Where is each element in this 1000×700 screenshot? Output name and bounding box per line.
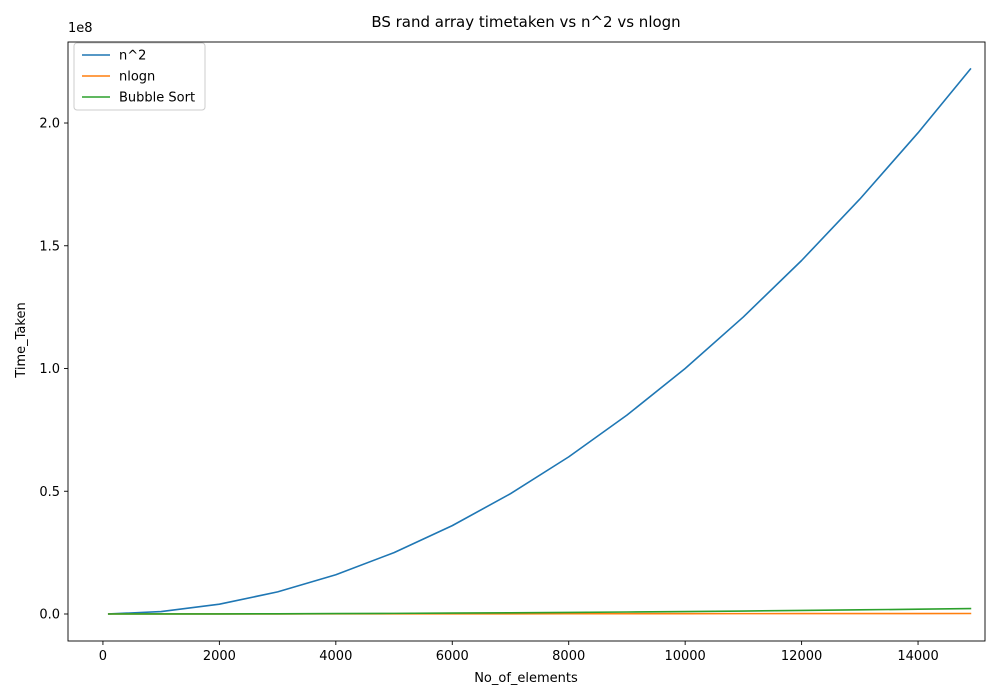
x-tick-label: 2000 — [203, 649, 236, 664]
x-tick-label: 0 — [99, 649, 107, 664]
x-tick-label: 14000 — [897, 649, 938, 664]
y-tick-label: 1.0 — [39, 362, 60, 377]
legend-box — [73, 42, 206, 111]
x-tick-label: 12000 — [781, 649, 822, 664]
y-tick-label: 2.0 — [39, 117, 60, 132]
x-tick-label: 10000 — [664, 649, 705, 664]
series-line-0 — [107, 67, 972, 615]
y-tick-label: 1.5 — [39, 239, 60, 254]
y-offset-label: 1e8 — [68, 21, 93, 36]
plot-area: 0 2000 4000 6000 8000 10000 12000 14000 0.0 0.5 1.… — [39, 41, 986, 664]
y-axis-label: Time_Taken — [14, 302, 29, 378]
legend-label-2: Bubble Sort — [119, 91, 195, 106]
x-tick-label: 4000 — [319, 649, 352, 664]
series-line-2 — [107, 607, 972, 615]
y-tick-label: 0.5 — [39, 485, 60, 500]
axes-frame — [67, 41, 986, 642]
legend-label-1: nlogn — [119, 70, 155, 85]
x-tick-label: 6000 — [436, 649, 469, 664]
x-axis-label: No_of_elements — [474, 671, 578, 686]
x-tick-label: 8000 — [552, 649, 585, 664]
y-tick-label: 0.0 — [39, 607, 60, 622]
chart-title: BS rand array timetaken vs n^2 vs nlogn — [371, 13, 680, 31]
legend-label-0: n^2 — [119, 49, 146, 64]
